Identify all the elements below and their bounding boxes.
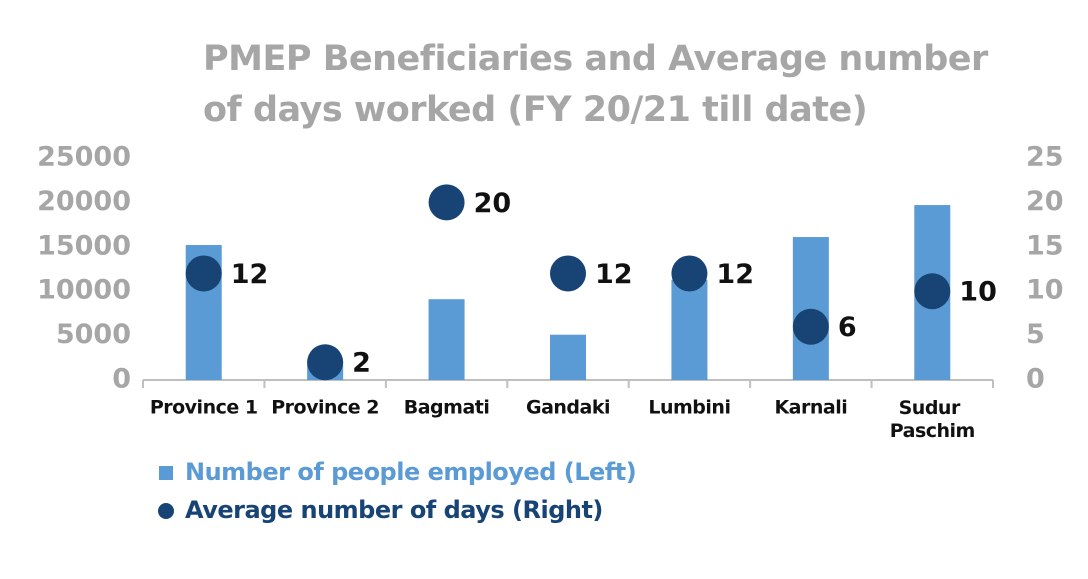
legend-marker xyxy=(159,466,173,480)
dot xyxy=(550,255,586,292)
dot xyxy=(792,308,829,345)
dot xyxy=(185,255,222,292)
dot xyxy=(914,273,951,310)
y2-tick-label: 15 xyxy=(1026,230,1064,261)
x-tick-label: Bagmati xyxy=(404,397,490,419)
data-label: 12 xyxy=(231,259,269,290)
y2-tick-label: 5 xyxy=(1026,319,1045,350)
data-label: 10 xyxy=(959,277,997,308)
y-tick-label: 5000 xyxy=(56,319,131,350)
y2-tick-label: 0 xyxy=(1026,364,1045,395)
data-label: 6 xyxy=(838,312,857,343)
data-label: 2 xyxy=(352,348,371,379)
bar xyxy=(428,299,465,380)
dot xyxy=(671,255,708,292)
data-label: 20 xyxy=(474,188,512,219)
x-tick-label: Province 2 xyxy=(271,397,379,419)
y-tick-label: 15000 xyxy=(37,230,131,261)
y-tick-label: 20000 xyxy=(37,186,131,217)
y-tick-label: 25000 xyxy=(37,142,131,173)
data-label: 12 xyxy=(595,259,633,290)
legend-label: Number of people employed (Left) xyxy=(185,458,636,486)
legend-label: Average number of days (Right) xyxy=(185,496,603,524)
x-tick-label: Lumbini xyxy=(648,397,730,419)
legend-marker xyxy=(158,503,174,519)
y2-tick-label: 10 xyxy=(1026,275,1064,306)
bar xyxy=(792,237,829,380)
data-label: 12 xyxy=(716,259,754,290)
y2-tick-label: 25 xyxy=(1026,142,1064,173)
y2-tick-label: 20 xyxy=(1026,186,1064,217)
dot xyxy=(307,344,344,381)
bar xyxy=(550,334,586,380)
x-tick-label: Sudur Paschim xyxy=(890,397,975,442)
dot xyxy=(428,184,465,221)
x-tick-label: Province 1 xyxy=(150,397,258,419)
y-tick-label: 0 xyxy=(112,364,131,395)
bar xyxy=(671,279,708,380)
x-tick-label: Gandaki xyxy=(526,397,610,419)
y-tick-label: 10000 xyxy=(37,275,131,306)
chart-title: PMEP Beneficiaries and Average number of… xyxy=(203,39,999,130)
x-tick-label: Karnali xyxy=(774,397,847,419)
